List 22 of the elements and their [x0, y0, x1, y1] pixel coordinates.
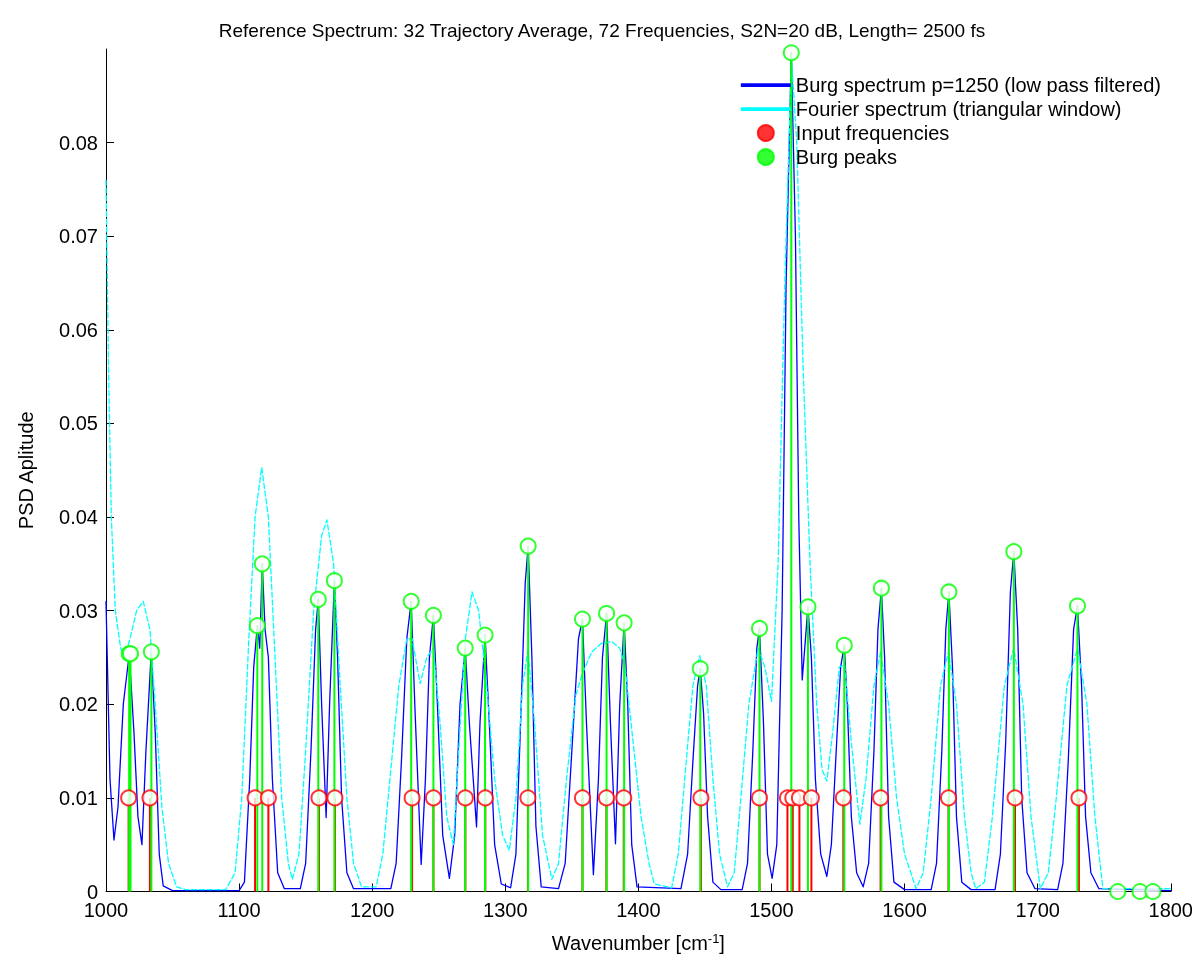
chart-title: Reference Spectrum: 32 Trajectory Average, 72 Frequencies, S2N=20 dB, Length= 2500 fs	[218, 20, 986, 41]
x-tick-label: 1600	[882, 898, 927, 921]
y-tick-label: 0.07	[59, 225, 98, 248]
x-tick-label: 1400	[616, 898, 661, 921]
legend-label: Burg peaks	[795, 146, 897, 168]
x-tick-label: 1100	[217, 898, 261, 921]
y-tick-label: 0.04	[59, 506, 98, 529]
legend-label: Input frequencies	[795, 122, 950, 144]
y-tick-label: 0.01	[59, 786, 98, 809]
legend-label: Burg spectrum p=1250 (low pass filtered)	[795, 74, 1162, 96]
x-tick-label: 1800	[1148, 898, 1193, 921]
y-tick-label: 0.03	[59, 599, 98, 622]
y-axis-title: PSD Aplitude	[15, 411, 37, 530]
x-tick-label: 1300	[483, 898, 528, 921]
legend-label: Fourier spectrum (triangular window)	[795, 98, 1122, 120]
x-tick-label: 1500	[749, 898, 794, 921]
y-tick-label: 0.02	[59, 693, 98, 716]
x-tick-label: 1700	[1015, 898, 1060, 921]
y-tick-label: 0.05	[59, 412, 98, 435]
y-tick-label: 0.06	[59, 318, 98, 341]
y-tick-label: 0.08	[59, 131, 98, 154]
x-tick-label: 1200	[349, 898, 395, 921]
